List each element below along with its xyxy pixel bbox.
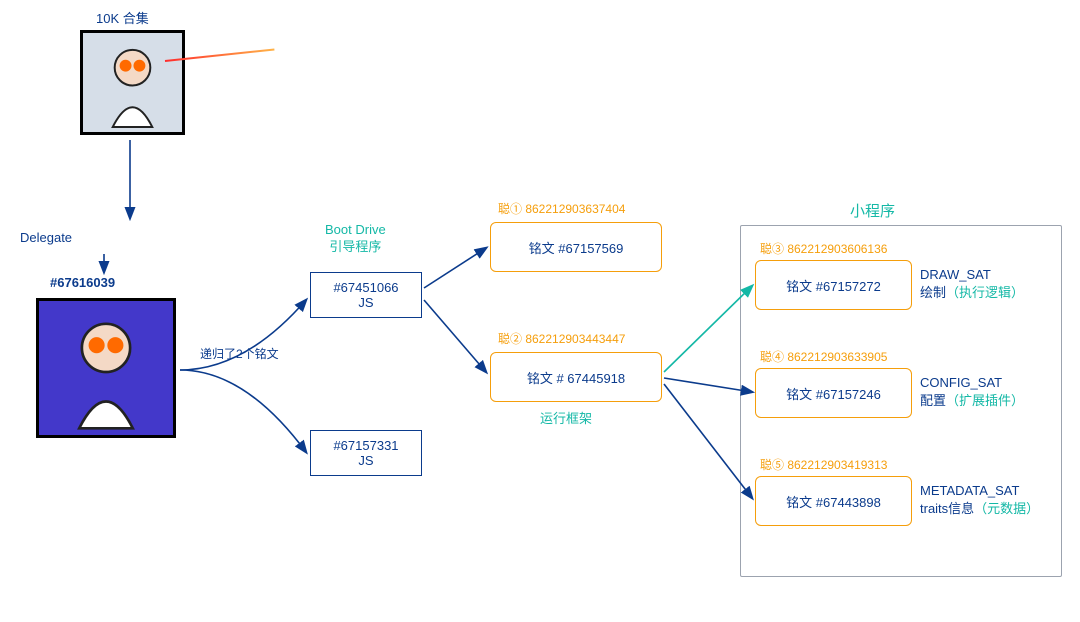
avatar-image-1	[80, 30, 185, 135]
delegate-label: Delegate	[20, 230, 72, 245]
applet3-text: 铭文 #67443898	[786, 492, 881, 511]
applet-node-2: 铭文 #67157246	[755, 368, 912, 418]
applet1-text: 铭文 #67157272	[786, 276, 881, 295]
boot-drive-en: Boot Drive	[325, 222, 386, 239]
diagram-stage: 10K 合集 Delegate #67616039 递归了2个铭文 Boot D…	[0, 0, 1080, 622]
boot-drive-title: Boot Drive 引导程序	[325, 222, 386, 256]
collection-label-text: 10K 合集	[96, 11, 149, 26]
mid2-caption-text: 运行框架	[540, 411, 592, 426]
recursion-label: 递归了2个铭文	[200, 345, 279, 362]
a1-line2a: 绘制	[920, 285, 946, 300]
boot-box-2-line2: JS	[358, 453, 373, 468]
delegate-id-label: #67616039	[50, 275, 115, 290]
a3-line2b: （元数据）	[974, 501, 1039, 516]
sat-label-2: 聪② 862212903443447	[498, 330, 625, 347]
applet2-text: 铭文 #67157246	[786, 384, 881, 403]
boot-box-2-line1: #67157331	[333, 438, 398, 453]
applet-1-desc: DRAW_SAT 绘制（执行逻辑）	[920, 266, 1024, 302]
a1-line2b: （执行逻辑）	[946, 285, 1024, 300]
recursion-text: 递归了2个铭文	[200, 347, 279, 361]
delegate-text: Delegate	[20, 230, 72, 245]
boot-drive-zh: 引导程序	[325, 239, 386, 256]
applet-node-3: 铭文 #67443898	[755, 476, 912, 526]
a2-line2: 配置（扩展插件）	[920, 392, 1024, 410]
applet-node-1: 铭文 #67157272	[755, 260, 912, 310]
sat2-text: 聪② 862212903443447	[498, 332, 625, 346]
boot-box-1: #67451066 JS	[310, 272, 422, 318]
mid-node-1: 铭文 #67157569	[490, 222, 662, 272]
avatar-image-2	[36, 298, 176, 438]
applet-title: 小程序	[850, 200, 895, 221]
a2-line2b: （扩展插件）	[946, 393, 1024, 408]
boot-box-1-line1: #67451066	[333, 280, 398, 295]
a3-line1: METADATA_SAT	[920, 482, 1039, 500]
boot-box-2: #67157331 JS	[310, 430, 422, 476]
a2-line1: CONFIG_SAT	[920, 374, 1024, 392]
mid-node-2-caption: 运行框架	[540, 408, 592, 427]
sat-label-1: 聪① 862212903637404	[498, 200, 625, 217]
applet-3-desc: METADATA_SAT traits信息（元数据）	[920, 482, 1039, 518]
sat1-text: 聪① 862212903637404	[498, 202, 625, 216]
mid-node-1-text: 铭文 #67157569	[529, 238, 624, 257]
applet-2-desc: CONFIG_SAT 配置（扩展插件）	[920, 374, 1024, 410]
a3-line2a: traits信息	[920, 501, 974, 516]
boot-box-1-line2: JS	[358, 295, 373, 310]
a3-line2: traits信息（元数据）	[920, 500, 1039, 518]
a2-line2a: 配置	[920, 393, 946, 408]
mid-node-2-text: 铭文 # 67445918	[527, 368, 625, 387]
applet-title-text: 小程序	[850, 203, 895, 220]
collection-label: 10K 合集	[96, 8, 149, 27]
mid-node-2: 铭文 # 67445918	[490, 352, 662, 402]
delegate-id-text: #67616039	[50, 275, 115, 290]
a1-line2: 绘制（执行逻辑）	[920, 284, 1024, 302]
a1-line1: DRAW_SAT	[920, 266, 1024, 284]
